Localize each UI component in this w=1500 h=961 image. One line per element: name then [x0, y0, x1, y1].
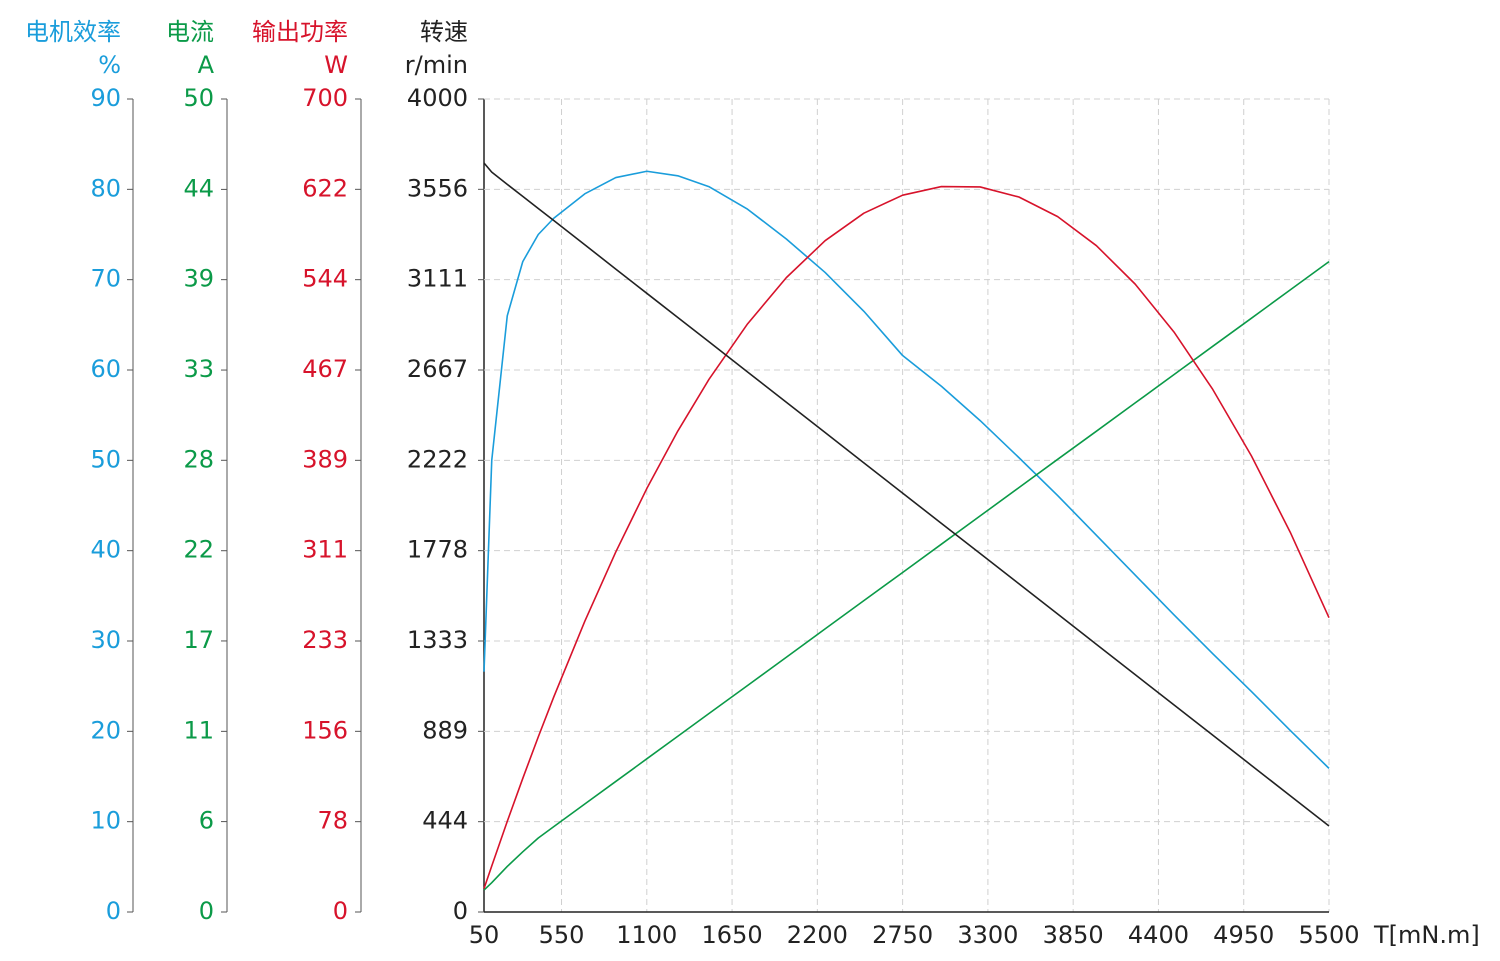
y-tick-label: 3556 — [407, 174, 468, 202]
x-tick-label: 2200 — [787, 921, 848, 949]
series-line — [483, 170, 1330, 769]
y-tick-label: 2222 — [407, 445, 468, 473]
y-axis-unit: r/min — [405, 51, 468, 79]
y-tick-label: 467 — [302, 355, 348, 383]
x-tick-label: 1650 — [702, 921, 763, 949]
y-axis-unit: W — [324, 51, 348, 79]
y-tick-label: 444 — [422, 807, 468, 835]
y-tick-label: 544 — [302, 265, 348, 293]
y-axis-unit: % — [98, 51, 121, 79]
y-axis-title: 输出功率 — [252, 18, 348, 46]
y-tick-label: 60 — [90, 355, 121, 383]
y-tick-label: 80 — [90, 174, 121, 202]
y-tick-label: 1333 — [407, 626, 468, 654]
y-tick-label: 0 — [453, 897, 468, 925]
y-tick-label: 4000 — [407, 84, 468, 112]
y-tick-label: 0 — [106, 897, 121, 925]
y-tick-label: 10 — [90, 807, 121, 835]
x-tick-label: 4400 — [1128, 921, 1189, 949]
x-tick-label: 4950 — [1213, 921, 1274, 949]
y-tick-label: 156 — [302, 716, 348, 744]
y-tick-label: 22 — [183, 536, 214, 564]
y-tick-label: 40 — [90, 536, 121, 564]
y-tick-label: 389 — [302, 445, 348, 473]
x-tick-label: 5500 — [1298, 921, 1359, 949]
y-tick-label: 622 — [302, 174, 348, 202]
series-line — [483, 260, 1330, 891]
y-axis-title: 电流 — [166, 18, 214, 46]
y-tick-label: 3111 — [407, 265, 468, 293]
x-tick-label: 50 — [469, 921, 500, 949]
y-tick-label: 20 — [90, 716, 121, 744]
y-tick-label: 17 — [183, 626, 214, 654]
y-tick-label: 0 — [333, 897, 348, 925]
x-tick-label: 3300 — [957, 921, 1018, 949]
y-tick-label: 70 — [90, 265, 121, 293]
x-tick-label: 1100 — [616, 921, 677, 949]
y-tick-label: 50 — [183, 84, 214, 112]
y-tick-label: 50 — [90, 445, 121, 473]
series-line — [483, 185, 1330, 889]
x-tick-label: 550 — [539, 921, 585, 949]
y-tick-label: 28 — [183, 445, 214, 473]
y-tick-label: 889 — [422, 716, 468, 744]
x-tick-label: 2750 — [872, 921, 933, 949]
y-tick-label: 44 — [183, 174, 214, 202]
y-axis-title: 转速 — [420, 18, 468, 46]
y-tick-label: 39 — [183, 265, 214, 293]
y-tick-label: 33 — [183, 355, 214, 383]
y-tick-label: 311 — [302, 536, 348, 564]
y-tick-label: 90 — [90, 84, 121, 112]
series-line — [483, 162, 1330, 827]
y-tick-label: 6 — [199, 807, 214, 835]
y-tick-label: 11 — [183, 716, 214, 744]
x-tick-label: 3850 — [1043, 921, 1104, 949]
y-tick-label: 1778 — [407, 536, 468, 564]
y-tick-label: 700 — [302, 84, 348, 112]
y-tick-label: 233 — [302, 626, 348, 654]
y-tick-label: 2667 — [407, 355, 468, 383]
y-tick-label: 0 — [199, 897, 214, 925]
y-axis-title: 电机效率 — [25, 18, 121, 46]
y-tick-label: 78 — [317, 807, 348, 835]
x-axis-label: T[mN.m] — [1373, 921, 1480, 949]
y-tick-label: 30 — [90, 626, 121, 654]
y-axis-unit: A — [198, 51, 215, 79]
